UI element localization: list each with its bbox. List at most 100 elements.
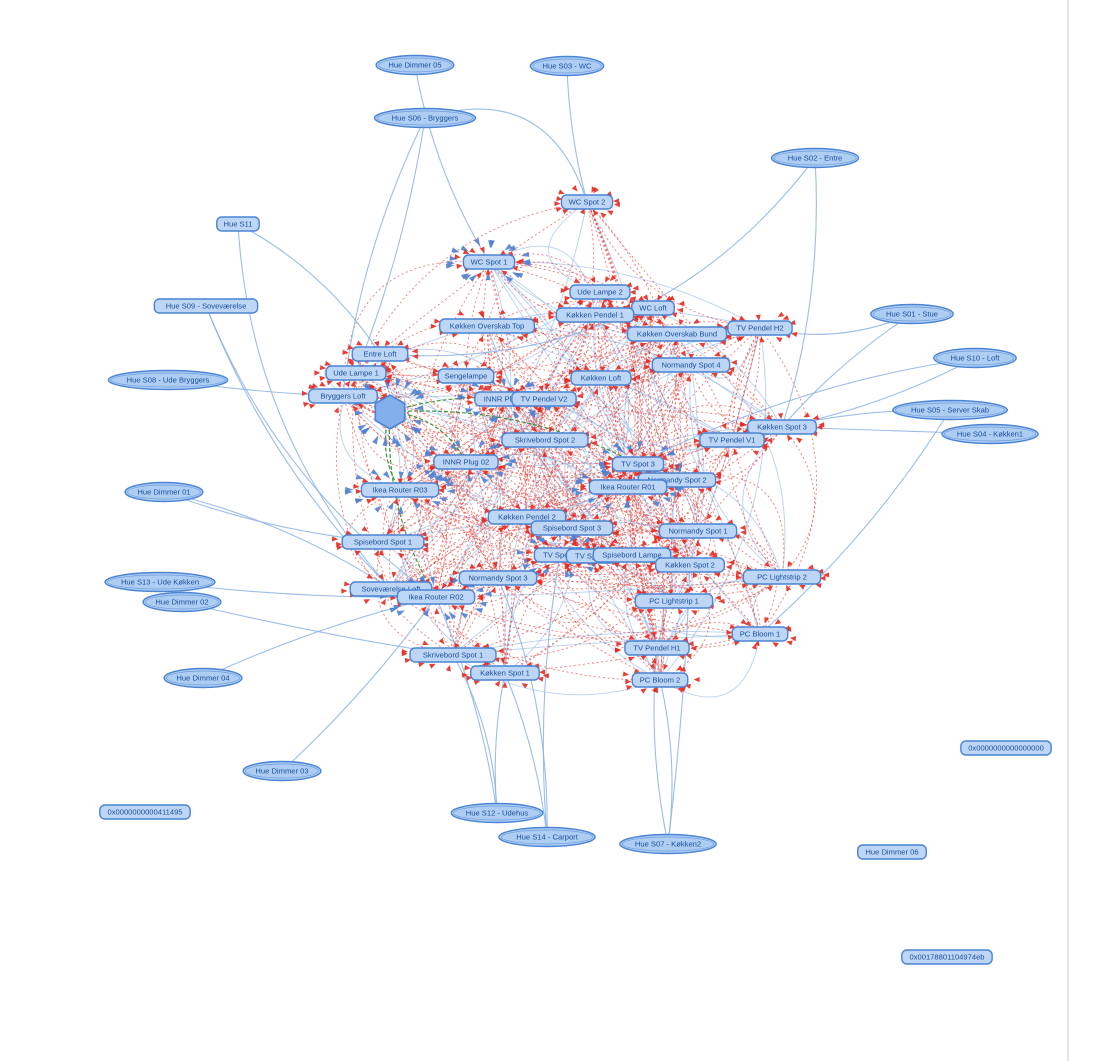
blue-arrow-burst bbox=[431, 501, 441, 507]
red-arrow-burst bbox=[357, 404, 365, 410]
blue-arrow-burst bbox=[395, 378, 402, 388]
blue-arrow-burst bbox=[536, 535, 545, 543]
node-label: Hue S06 - Bryggers bbox=[392, 114, 459, 123]
mesh-edge-red bbox=[627, 486, 659, 649]
red-arrow-burst bbox=[482, 470, 489, 476]
red-arrow-burst bbox=[730, 359, 738, 365]
node-sengelampe[interactable]: Sengelampe bbox=[437, 368, 495, 384]
node-tv-pendel-h1[interactable]: TV Pendel H1 bbox=[624, 640, 690, 656]
node-hue-dimmer-05[interactable]: Hue Dimmer 05 bbox=[375, 54, 455, 76]
node-ikea-router-r02[interactable]: Ikea Router R02 bbox=[396, 589, 476, 605]
node-normandy-spot-1[interactable]: Normandy Spot 1 bbox=[658, 523, 738, 539]
node-skrivebord-spot-2[interactable]: Skrivebord Spot 2 bbox=[501, 432, 589, 448]
peripheral-edge bbox=[759, 409, 951, 635]
node-normandy-spot-4[interactable]: Normandy Spot 4 bbox=[651, 357, 731, 373]
red-arrow-burst bbox=[733, 448, 739, 456]
blue-arrow-burst bbox=[491, 442, 500, 449]
node-hue-s14-carport[interactable]: Hue S14 - Carport bbox=[498, 826, 596, 848]
node-koekken-spot-2[interactable]: Køkken Spot 2 bbox=[655, 557, 725, 573]
node-koekken-pendel-1[interactable]: Køkken Pendel 1 bbox=[555, 307, 635, 323]
node-ikea-router-r01[interactable]: Ikea Router R01 bbox=[588, 479, 668, 495]
node-hue-dimmer-06[interactable]: Hue Dimmer 06 bbox=[857, 844, 927, 860]
node-hue-dimmer-03[interactable]: Hue Dimmer 03 bbox=[242, 760, 322, 782]
node-label: Ikea Router R01 bbox=[600, 483, 655, 492]
node-hue-dimmer-04[interactable]: Hue Dimmer 04 bbox=[163, 667, 243, 689]
red-arrow-burst bbox=[680, 350, 686, 357]
node-label: PC Bloom 1 bbox=[740, 630, 781, 639]
node-pc-lightstrip-2[interactable]: PC Lightstrip 2 bbox=[742, 569, 822, 585]
node-spisebord-lampe[interactable]: Spisebord Lampe bbox=[592, 547, 672, 563]
red-arrow-burst bbox=[495, 374, 502, 381]
node-ude-lampe-2[interactable]: Ude Lampe 2 bbox=[569, 284, 631, 300]
node-hue-s08-ude-bryggers[interactable]: Hue S08 - Ude Bryggers bbox=[107, 369, 229, 391]
red-arrow-burst bbox=[688, 353, 694, 360]
node-hue-s09-sovevaerelse[interactable]: Hue S09 - Soveværelse bbox=[153, 298, 259, 314]
node-hue-s13-ude-koekken[interactable]: Hue S13 - Ude Køkken bbox=[104, 571, 216, 593]
node-hue-s06-bryggers[interactable]: Hue S06 - Bryggers bbox=[373, 107, 477, 129]
red-arrow-burst bbox=[430, 323, 437, 329]
node-addr-hue[interactable]: 0x00178801104974eb bbox=[901, 949, 993, 965]
red-arrow-burst bbox=[787, 561, 793, 568]
node-entre-loft[interactable]: Entre Loft bbox=[351, 346, 409, 362]
red-arrow-burst bbox=[711, 552, 718, 558]
mesh-edge-red bbox=[543, 307, 654, 441]
node-hue-s02-entre[interactable]: Hue S02 - Entre bbox=[770, 147, 860, 169]
red-arrow-burst bbox=[726, 519, 734, 525]
node-koekken-spot-1[interactable]: Køkken Spot 1 bbox=[470, 665, 540, 681]
node-label: WC Spot 1 bbox=[471, 258, 508, 267]
node-tv-pendel-v1[interactable]: TV Pendel V1 bbox=[699, 432, 765, 448]
node-pc-bloom-2[interactable]: PC Bloom 2 bbox=[631, 672, 689, 688]
node-tv-spot-3[interactable]: TV Spot 3 bbox=[611, 456, 665, 472]
red-arrow-burst bbox=[786, 584, 792, 592]
node-hue-dimmer-02[interactable]: Hue Dimmer 02 bbox=[142, 591, 222, 613]
red-arrow-burst bbox=[319, 381, 326, 387]
red-arrow-burst bbox=[647, 496, 654, 502]
red-arrow-burst bbox=[420, 606, 427, 613]
node-hue-dimmer-01[interactable]: Hue Dimmer 01 bbox=[124, 481, 204, 503]
node-tv-pendel-h2[interactable]: TV Pendel H2 bbox=[727, 320, 793, 336]
node-koekken-overskab-top[interactable]: Køkken Overskab Top bbox=[438, 318, 536, 334]
mesh-edge-red bbox=[342, 395, 506, 674]
node-hue-s05-server-skab[interactable]: Hue S05 - Server Skab bbox=[892, 399, 1009, 421]
red-arrow-burst bbox=[672, 634, 679, 640]
node-hue-s12-udehus[interactable]: Hue S12 - Udehus bbox=[450, 802, 544, 824]
node-ude-lampe-1[interactable]: Ude Lampe 1 bbox=[325, 365, 387, 381]
node-koekken-spot-3[interactable]: Køkken Spot 3 bbox=[747, 419, 817, 435]
red-arrow-burst bbox=[627, 473, 633, 481]
node-hue-s03-wc[interactable]: Hue S03 - WC bbox=[529, 55, 605, 77]
node-spisebord-spot-1[interactable]: Spisebord Spot 1 bbox=[341, 534, 425, 550]
red-arrow-burst bbox=[456, 263, 463, 269]
node-koekken-overskab-bund[interactable]: Køkken Overskab Bund bbox=[626, 326, 728, 342]
node-hue-s11[interactable]: Hue S11 bbox=[216, 216, 260, 232]
red-arrow-burst bbox=[517, 258, 524, 264]
node-innr-plug-02[interactable]: INNR Plug 02 bbox=[433, 454, 499, 470]
node-ikea-router-r03[interactable]: Ikea Router R03 bbox=[360, 482, 440, 498]
node-addr-0000[interactable]: 0x0000000000000000 bbox=[960, 740, 1052, 756]
node-normandy-spot-3[interactable]: Normandy Spot 3 bbox=[458, 570, 538, 586]
node-tv-pendel-v2[interactable]: TV Pendel V2 bbox=[511, 391, 577, 407]
red-arrow-burst bbox=[447, 581, 454, 588]
red-arrow-burst bbox=[432, 367, 440, 374]
red-arrow-burst bbox=[398, 526, 406, 532]
node-wc-spot-2[interactable]: WC Spot 2 bbox=[560, 194, 614, 210]
red-arrow-burst bbox=[543, 502, 551, 508]
node-wc-loft[interactable]: WC Loft bbox=[631, 300, 675, 316]
node-wc-spot-1[interactable]: WC Spot 1 bbox=[462, 254, 516, 270]
blue-arrow-burst bbox=[428, 470, 437, 476]
node-coordinator[interactable] bbox=[374, 394, 406, 430]
red-arrow-burst bbox=[536, 580, 543, 586]
node-hue-s07-koekken2[interactable]: Hue S07 - Køkken2 bbox=[619, 833, 717, 855]
node-addr-411495[interactable]: 0x0000000000411495 bbox=[99, 804, 191, 820]
node-spisebord-spot-3[interactable]: Spisebord Spot 3 bbox=[530, 520, 614, 536]
node-bryggers-loft[interactable]: Bryggers Loft bbox=[308, 388, 378, 404]
node-hue-s10-loft[interactable]: Hue S10 - Loft bbox=[933, 347, 1017, 369]
node-shape-ellipse bbox=[104, 571, 216, 593]
node-hue-s01-stue[interactable]: Hue S01 - Stue bbox=[870, 303, 954, 325]
node-pc-bloom-1[interactable]: PC Bloom 1 bbox=[731, 626, 789, 642]
node-hue-s04-koekken[interactable]: Hue S04 - Køkken1 bbox=[941, 423, 1039, 445]
node-koekken-loft[interactable]: Køkken Loft bbox=[570, 370, 632, 386]
peripheral-edge bbox=[637, 357, 976, 465]
node-pc-lightstrip-1[interactable]: PC Lightstrip 1 bbox=[634, 593, 714, 609]
node-skrivebord-spot-1[interactable]: Skrivebord Spot 1 bbox=[409, 647, 497, 663]
